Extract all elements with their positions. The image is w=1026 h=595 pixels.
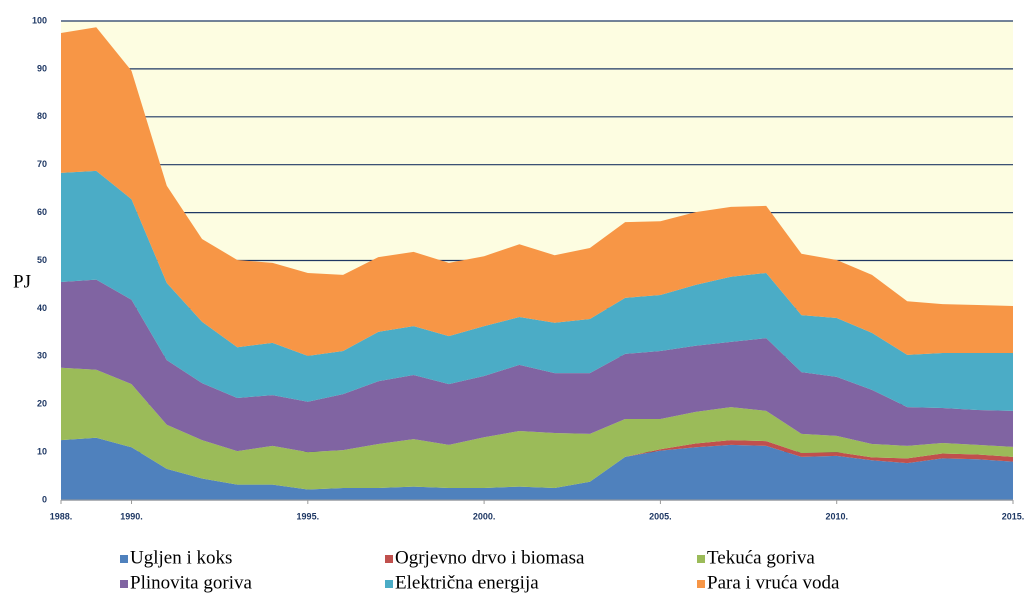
y-tick-label: 70 <box>37 159 47 169</box>
y-tick-label: 10 <box>37 446 47 456</box>
y-tick-label: 20 <box>37 399 47 409</box>
y-tick-label: 30 <box>37 351 47 361</box>
x-tick-label: 1995. <box>297 511 320 521</box>
legend-swatch <box>385 555 393 563</box>
area <box>61 279 1013 453</box>
y-tick-label: 50 <box>37 255 47 265</box>
x-tick-label: 2010. <box>825 511 848 521</box>
x-tick-label: 2000. <box>473 511 496 521</box>
legend-label: Para i vruća voda <box>707 572 840 593</box>
y-tick-label: 60 <box>37 207 47 217</box>
y-tick-label: 0 <box>42 494 47 504</box>
area <box>61 367 1013 490</box>
y-tick-label: 80 <box>37 111 47 121</box>
legend-swatch <box>697 555 705 563</box>
legend-label: Ugljen i koks <box>130 547 232 568</box>
x-tick-label: 2005. <box>649 511 672 521</box>
area <box>61 170 1013 411</box>
legend-label: Električna energija <box>395 572 539 593</box>
x-tick-label: 1990. <box>120 511 143 521</box>
area <box>61 27 1013 356</box>
area <box>61 437 1013 500</box>
x-tick-label: 2015. <box>1002 511 1025 521</box>
x-tick-label: 1988. <box>50 511 73 521</box>
legend-swatch <box>697 580 705 588</box>
y-tick-label: 90 <box>37 63 47 73</box>
legend-swatch <box>120 580 128 588</box>
legend-label: Tekuća goriva <box>707 547 815 568</box>
legend-label: Plinovita goriva <box>130 572 252 593</box>
y-axis-label: PJ <box>13 271 31 292</box>
legend-label: Ogrjevno drvo i biomasa <box>395 547 585 568</box>
legend-swatch <box>385 580 393 588</box>
legend-swatch <box>120 555 128 563</box>
y-tick-label: 40 <box>37 303 47 313</box>
y-tick-label: 100 <box>32 15 47 25</box>
